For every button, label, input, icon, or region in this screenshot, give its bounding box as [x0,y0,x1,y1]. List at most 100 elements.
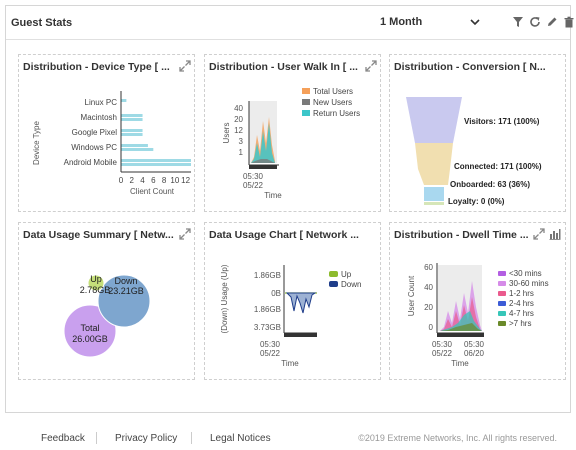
x-axis-ticks [284,333,317,337]
bubble-total [63,304,117,358]
data-usage-bubbles: Up 2.78GB Down 23.21GB Total 26.00GB [63,274,151,358]
divider [191,432,192,444]
bar-chart-icon[interactable] [549,228,561,240]
category-label: Android Mobile [64,158,118,167]
legend-label: >7 hrs [509,319,531,328]
funnel-label: Visitors: 171 (100%) [464,117,540,126]
x-tick: 6 [151,176,156,185]
edit-icon[interactable] [546,16,558,28]
funnel-stage-connected [415,143,453,169]
card-conversion: Distribution - Conversion [ N... Visitor… [389,54,566,212]
y-tick: 1 [239,148,244,157]
bubble-up [87,274,105,292]
bar [121,159,191,162]
panel-header: Guest Stats 1 Month [6,6,574,40]
expand-icon[interactable] [365,60,377,72]
funnel-label: Onboarded: 63 (36%) [450,180,530,189]
bubble-value: 23.21GB [108,286,144,296]
trash-icon[interactable] [563,16,575,28]
conversion-funnel: Visitors: 171 (100%) Connected: 171 (100… [406,97,542,206]
privacy-policy-link[interactable]: Privacy Policy [115,433,178,444]
legend-swatch [329,271,338,277]
legend-swatch [329,281,338,287]
y-tick: 20 [424,303,433,312]
funnel-stage-visitors [406,97,462,143]
x-axis-ticks [249,165,277,169]
bubble-label: Up [90,274,102,284]
new-users-area [251,159,275,163]
x-axis-label: Time [264,191,282,200]
guest-stats-panel: Guest Stats 1 Month Distribution - Devic… [5,5,574,413]
bubble-label: Total [80,323,99,333]
funnel-label: Connected: 171 (100%) [454,162,542,171]
card-dwell-time: Distribution - Dwell Time ... User Count… [389,222,566,380]
card-title: Distribution - Conversion [ N... [394,61,546,73]
category-label: Windows PC [71,143,117,152]
y-axis-label: Device Type [32,121,41,165]
bar [121,118,143,121]
category-label: Macintosh [81,113,117,122]
data-usage-line-chart: (Down) Usage (Up) 1.86GB 0B 1.86GB 3.73G… [220,264,361,368]
card-title: Distribution - User Walk In [ ... [209,61,358,73]
legend-label: 30-60 mins [509,279,549,288]
x-tick: 05/22 [260,349,281,358]
legend-swatch [498,271,506,276]
feedback-link[interactable]: Feedback [41,433,85,444]
period-value: 1 Month [380,16,423,28]
bubble-value: 2.78GB [80,285,111,295]
legend-label: 1-2 hrs [509,289,534,298]
bar [121,99,127,102]
x-tick: 05:30 [260,340,281,349]
footer: Feedback Privacy Policy Legal Notices ©2… [5,427,571,447]
y-tick: 3.73GB [254,323,281,332]
expand-icon[interactable] [179,228,191,240]
legal-notices-link[interactable]: Legal Notices [210,433,271,444]
legend-swatch [302,88,310,94]
legend-swatch [498,321,506,326]
category-label: Linux PC [85,98,118,107]
refresh-icon[interactable] [529,16,541,28]
legend-label: Down [341,280,361,289]
dwell-time-chart: User Count 60 40 20 0 05:30 05/22 05:30 … [407,263,549,368]
legend-label: Return Users [313,109,360,118]
legend-swatch [498,281,506,286]
y-tick: 12 [234,126,243,135]
x-tick: 4 [140,176,145,185]
legend-swatch [498,291,506,296]
x-axis-label: Client Count [130,187,175,196]
legend-swatch [498,301,506,306]
legend: Total Users New Users Return Users [302,87,360,118]
x-tick: 05:30 [243,172,264,181]
expand-icon[interactable] [179,60,191,72]
period-dropdown[interactable]: 1 Month [380,15,480,33]
legend-swatch [302,99,310,105]
bar [121,144,148,147]
bar [121,129,143,132]
legend-label: New Users [313,98,352,107]
y-ticks: 40 20 12 3 1 [234,104,243,157]
card-user-walk-in: Distribution - User Walk In [ ... Users … [204,54,381,212]
card-title: Data Usage Summary [ Netw... [23,229,174,241]
x-tick: 05/22 [243,181,264,190]
bubble-value: 26.00GB [72,334,108,344]
x-tick: 2 [130,176,135,185]
copyright-text: ©2019 Extreme Networks, Inc. All rights … [358,433,557,443]
legend-label: 4-7 hrs [509,309,534,318]
x-tick: 06/20 [464,349,485,358]
return-users-area [251,123,275,163]
funnel-stage-loyalty [424,187,444,201]
series-area [440,323,482,331]
y-tick: 1.86GB [254,271,281,280]
y-tick: 0 [429,323,434,332]
user-walk-in-chart: Users 40 20 12 3 1 05:30 05/22 Time Tota… [222,87,360,200]
card-title: Distribution - Dwell Time ... [394,229,529,241]
y-axis-label: (Down) Usage (Up) [220,264,229,333]
legend: <30 mins 30-60 mins 1-2 hrs 2-4 hrs 4-7 … [498,269,549,328]
expand-icon[interactable] [533,228,545,240]
filter-icon[interactable] [512,16,524,28]
funnel-label: Loyalty: 0 (0%) [448,197,505,206]
y-tick: 0B [271,289,281,298]
bubble-down [97,274,151,328]
x-axis-label: Time [451,359,469,368]
y-tick: 20 [234,115,243,124]
